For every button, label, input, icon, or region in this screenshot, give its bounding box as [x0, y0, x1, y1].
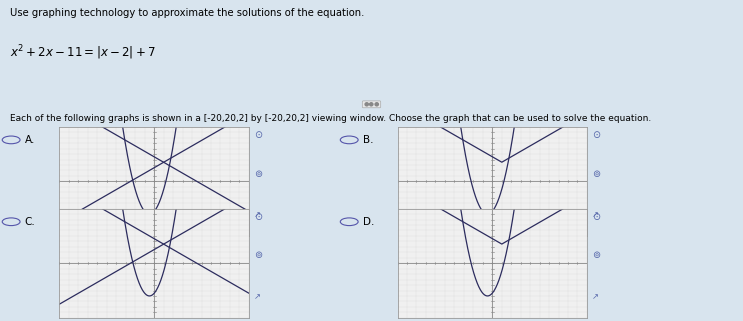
Text: Use graphing technology to approximate the solutions of the equation.: Use graphing technology to approximate t… [10, 8, 364, 18]
Text: A.: A. [25, 135, 35, 145]
Text: B.: B. [363, 135, 373, 145]
Text: D.: D. [363, 217, 374, 227]
Text: ↗: ↗ [592, 210, 599, 219]
Text: ⊚: ⊚ [592, 169, 600, 178]
Text: $x^2+2x-11=|x-2|+7$: $x^2+2x-11=|x-2|+7$ [10, 43, 155, 62]
Text: ⊚: ⊚ [254, 250, 262, 260]
Text: ⊙: ⊙ [592, 212, 600, 222]
Text: ●●●: ●●● [363, 102, 380, 107]
Text: ⊙: ⊙ [592, 130, 600, 140]
Text: ⊙: ⊙ [254, 212, 262, 222]
Text: ↗: ↗ [592, 292, 599, 301]
Text: ⊚: ⊚ [592, 250, 600, 260]
Text: C.: C. [25, 217, 35, 227]
Text: Each of the following graphs is shown in a [-20,20,2] by [-20,20,2] viewing wind: Each of the following graphs is shown in… [10, 114, 651, 123]
Text: ⊚: ⊚ [254, 169, 262, 178]
Text: ↗: ↗ [254, 210, 261, 219]
Text: ⊙: ⊙ [254, 130, 262, 140]
Text: ↗: ↗ [254, 292, 261, 301]
